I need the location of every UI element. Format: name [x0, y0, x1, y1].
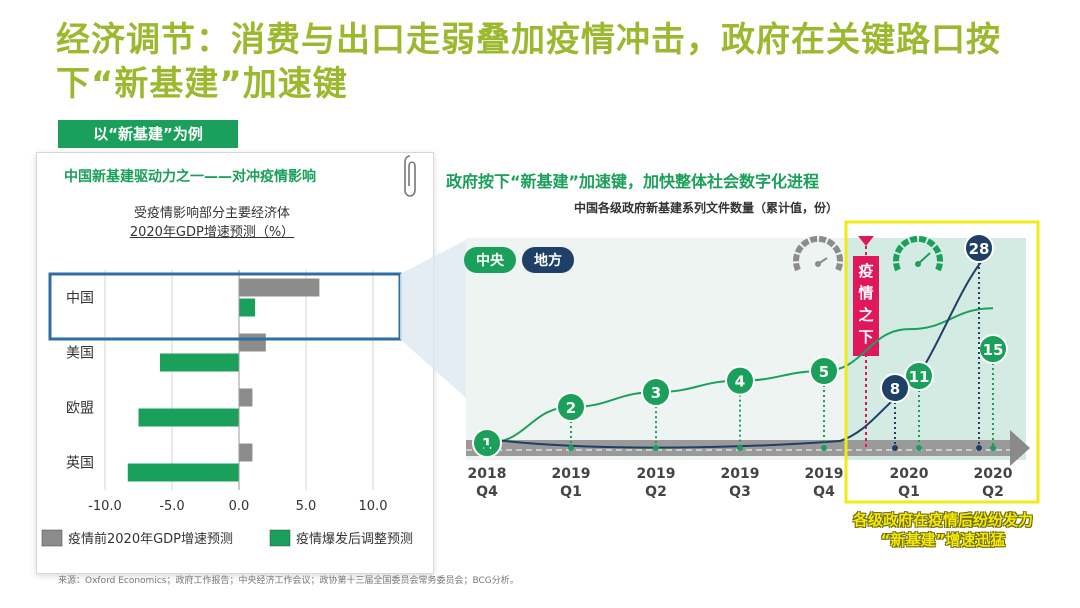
- left-chart-subtitle: 受疫情影响部分主要经济体 2020年GDP增速预测（%）: [62, 204, 362, 242]
- bar-post-covid: [239, 298, 256, 317]
- right-panel-title: 政府按下“新基建”加速键，加快整体社会数字化进程: [446, 172, 820, 191]
- left-chart-subtitle-line1: 受疫情影响部分主要经济体: [133, 206, 290, 221]
- x-tick-year: 2020: [974, 466, 1013, 482]
- point-label-central: 11: [909, 368, 930, 386]
- point-local: [964, 233, 994, 263]
- baseline-dot-central: [916, 445, 922, 451]
- baseline-dot-central: [484, 445, 490, 451]
- event-label-char: 之: [858, 306, 873, 324]
- x-tick-quarter: Q2: [982, 484, 1004, 500]
- category-label: 英国: [66, 455, 94, 472]
- x-tick-quarter: Q1: [898, 484, 920, 500]
- category-label: 欧盟: [66, 401, 94, 417]
- legend-swatch: [41, 529, 63, 547]
- category-label: 美国: [66, 346, 94, 362]
- x-tick-year: 2019: [637, 466, 676, 482]
- baseline-dot-central: [568, 445, 574, 451]
- point-label-central: 5: [819, 363, 829, 381]
- left-panel-title: 中国新基建驱动力之一——对冲疫情影响: [64, 169, 316, 185]
- left-chart-subtitle-line2: 2020年GDP增速预测（%）: [129, 225, 295, 240]
- legend-pill: [522, 247, 574, 273]
- growth-note: 各级政府在疫情后纷纷发力 “新基建”增速迅猛: [818, 510, 1068, 550]
- point-central: [556, 392, 586, 422]
- point-local: [880, 373, 910, 403]
- gauge-arc: [893, 235, 943, 272]
- source-note: 来源：Oxford Economics；政府工作报告；中央经济工作会议；政协第十…: [58, 576, 519, 586]
- x-tick-label: -10.0: [88, 499, 122, 514]
- section-tag: 以“新基建”为例: [58, 120, 238, 148]
- bar-post-covid: [138, 408, 239, 427]
- point-label-central: 1: [482, 435, 492, 453]
- baseline-dot-central: [653, 445, 659, 451]
- series-line-local: [486, 247, 994, 449]
- legend-pill: [464, 247, 516, 273]
- x-tick-label: -5.0: [159, 499, 184, 514]
- point-label-central: 2: [566, 399, 576, 417]
- bar-pre-covid: [239, 278, 320, 297]
- paperclip-icon: [404, 155, 416, 197]
- point-central: [641, 377, 671, 408]
- event-arrow: [858, 236, 874, 246]
- x-tick-label: 10.0: [359, 499, 388, 514]
- x-tick-quarter: Q4: [813, 484, 835, 500]
- point-central: [725, 365, 755, 396]
- event-label-box: [853, 256, 879, 356]
- bar-pre-covid: [239, 388, 253, 407]
- speed-gauge-before-icon: [793, 235, 843, 272]
- growth-note-line2: “新基建”增速迅猛: [880, 531, 1006, 549]
- bar-post-covid: [127, 463, 239, 482]
- x-tick-quarter: Q4: [476, 484, 498, 500]
- point-label-central: 15: [983, 341, 1004, 359]
- baseline-dot-local: [976, 445, 982, 451]
- event-label-char: 下: [858, 328, 873, 346]
- x-tick-quarter: Q2: [645, 484, 667, 500]
- legend-label: 疫情爆发后调整预测: [296, 531, 413, 547]
- point-central: [472, 428, 502, 458]
- baseline-dot-central: [737, 445, 743, 451]
- x-tick-quarter: Q1: [560, 484, 582, 500]
- right-chart-subtitle: 中国各级政府新基建系列文件数量（累计值，份）: [574, 201, 839, 215]
- growth-note-line1: 各级政府在疫情后纷纷发力: [852, 511, 1033, 529]
- page-title: 经济调节：消费与出口走弱叠加疫情冲击，政府在关键路口按下“新基建”加速键: [56, 20, 1001, 104]
- x-tick-year: 2019: [721, 466, 760, 482]
- point-label-local: 8: [890, 380, 900, 398]
- baseline-dot-central: [990, 445, 996, 451]
- x-tick-year: 2019: [805, 466, 844, 482]
- point-label-central: 3: [651, 384, 661, 402]
- x-tick-label: 0.0: [229, 499, 250, 514]
- x-tick-quarter: Q3: [729, 484, 751, 500]
- event-label-char: 情: [858, 284, 873, 302]
- legend-label: 地方: [534, 252, 562, 269]
- timeline-arrow-head: [1010, 430, 1030, 466]
- legend-label: 疫情前2020年GDP增速预测: [68, 531, 233, 547]
- legend-label: 中央: [476, 252, 505, 269]
- point-label-local: 28: [969, 240, 990, 258]
- x-tick-label: 5.0: [296, 499, 317, 514]
- bar-post-covid: [159, 353, 239, 372]
- baseline-dot-central: [821, 445, 827, 451]
- baseline-dot-local: [892, 445, 898, 451]
- gauge-hub: [915, 261, 921, 267]
- speed-gauge-after-icon: [893, 235, 943, 272]
- x-tick-year: 2019: [552, 466, 591, 482]
- bar-pre-covid: [239, 443, 253, 462]
- gauge-arc: [793, 235, 843, 272]
- event-label-char: 疫: [858, 262, 873, 280]
- gauge-hub: [815, 261, 821, 267]
- point-central: [904, 361, 934, 391]
- category-label: 中国: [66, 291, 94, 307]
- x-tick-year: 2018: [468, 466, 507, 482]
- point-central: [809, 356, 839, 386]
- point-label-central: 4: [735, 373, 745, 391]
- zoom-connector: [400, 240, 466, 398]
- x-tick-year: 2020: [890, 466, 929, 482]
- legend-swatch: [269, 529, 291, 547]
- highlight-frame: [844, 220, 1040, 504]
